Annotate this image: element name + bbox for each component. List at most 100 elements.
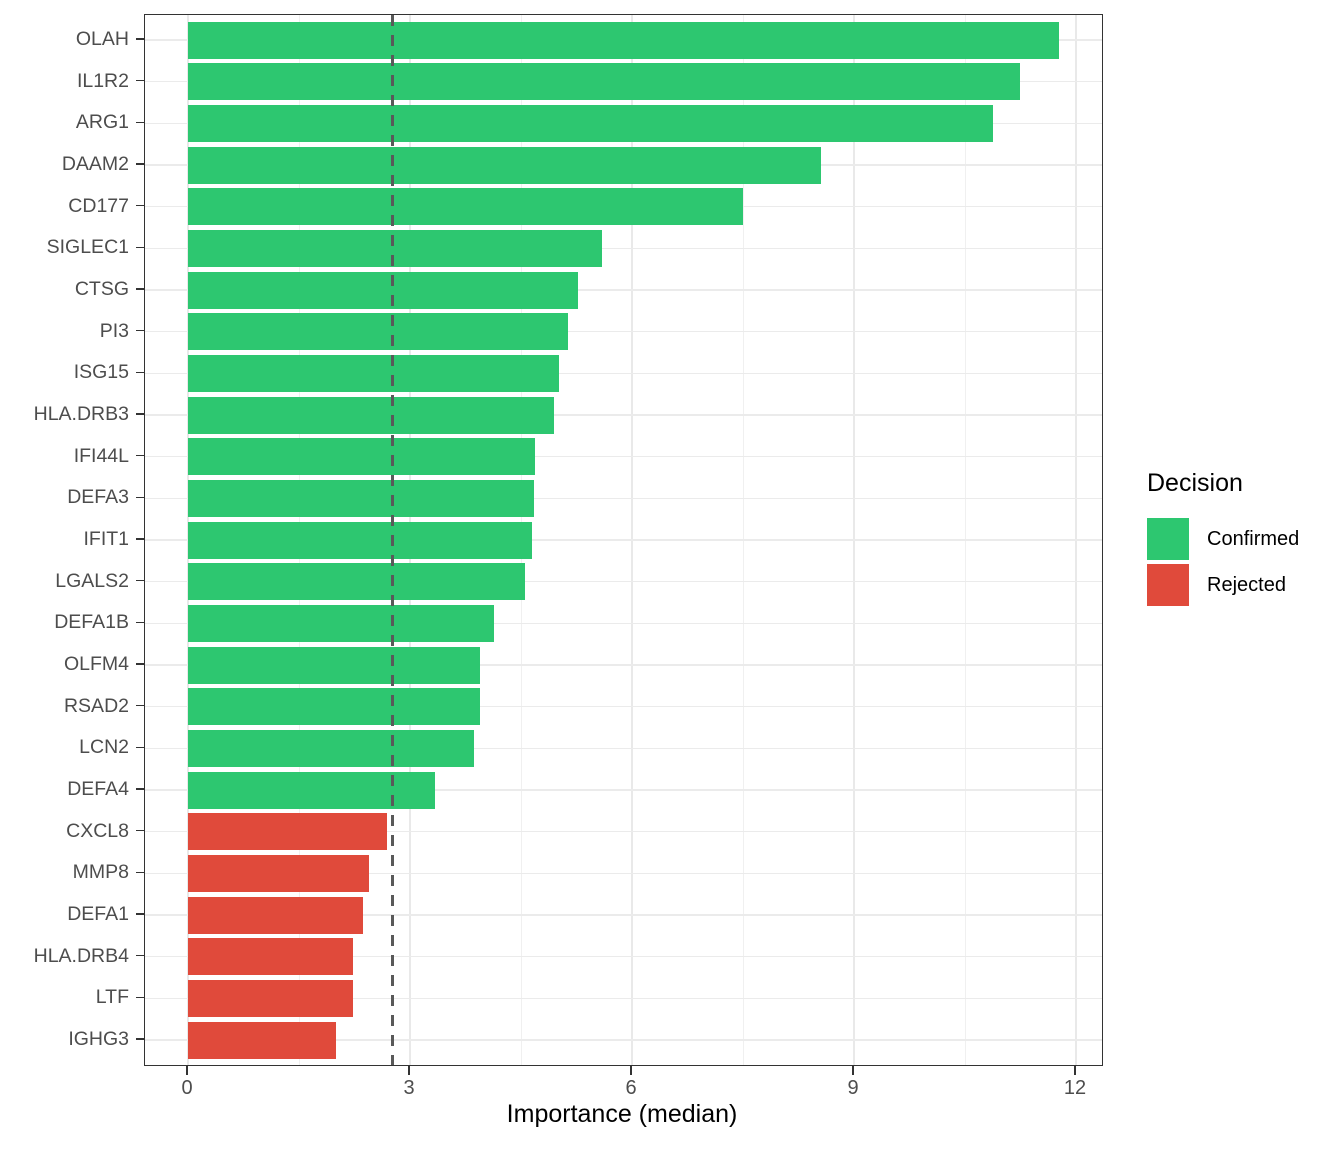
gridline-row bbox=[145, 705, 1102, 708]
gridline-row bbox=[145, 247, 1102, 250]
y-tick-mark bbox=[136, 788, 145, 790]
gridline-row bbox=[145, 1039, 1102, 1041]
x-tick-mark bbox=[852, 1065, 854, 1075]
y-tick-mark bbox=[136, 829, 145, 832]
y-axis-label-DEFA1B: DEFA1B bbox=[54, 611, 129, 634]
y-tick-mark bbox=[136, 1038, 145, 1040]
y-axis-label-RSAD2: RSAD2 bbox=[63, 694, 129, 717]
gridline-row bbox=[145, 622, 1102, 625]
y-axis-label-ARG1: ARG1 bbox=[75, 111, 129, 134]
gridline-row bbox=[145, 372, 1102, 375]
y-tick-mark bbox=[136, 246, 145, 249]
y-axis-label-IFIT1: IFIT1 bbox=[83, 528, 129, 550]
y-axis-label-DEFA1: DEFA1 bbox=[67, 903, 129, 925]
x-tick-mark bbox=[186, 1065, 188, 1075]
y-tick-mark bbox=[136, 913, 145, 915]
bar-HLA.DRB3 bbox=[188, 396, 555, 434]
legend-title: Decision bbox=[1147, 469, 1243, 497]
x-tick-mark bbox=[408, 1065, 410, 1075]
gridline-row bbox=[145, 789, 1102, 791]
y-tick-mark bbox=[136, 954, 145, 957]
y-axis-label-IFI44L: IFI44L bbox=[73, 444, 129, 467]
y-tick-mark bbox=[136, 871, 145, 874]
y-tick-mark bbox=[136, 454, 145, 457]
y-axis-label-HLA.DRB4: HLA.DRB4 bbox=[33, 944, 129, 967]
y-tick-mark bbox=[136, 579, 145, 582]
y-tick-mark bbox=[136, 996, 145, 999]
bar-IL1R2 bbox=[188, 63, 1020, 101]
gridline-row bbox=[145, 580, 1102, 583]
y-tick-mark bbox=[136, 121, 145, 124]
y-axis-label-IL1R2: IL1R2 bbox=[76, 69, 129, 92]
bar-IGHG3 bbox=[188, 1021, 336, 1059]
gridline-row bbox=[145, 539, 1102, 541]
bar-ISG15 bbox=[188, 354, 559, 392]
y-axis-label-LCN2: LCN2 bbox=[79, 736, 129, 759]
y-tick-mark bbox=[136, 38, 145, 40]
threshold-line bbox=[390, 15, 394, 1065]
bar-OLFM4 bbox=[188, 646, 481, 684]
y-axis-label-ISG15: ISG15 bbox=[73, 361, 129, 384]
x-axis-title: Importance (median) bbox=[506, 1100, 738, 1128]
legend-swatch-rejected-icon bbox=[1147, 564, 1189, 606]
x-tick-label: 12 bbox=[1063, 1077, 1087, 1099]
legend: Decision Confirmed Rejected bbox=[1147, 469, 1299, 610]
x-tick-mark bbox=[1074, 1065, 1076, 1075]
y-axis-label-HLA.DRB3: HLA.DRB3 bbox=[33, 403, 129, 425]
bar-LCN2 bbox=[188, 729, 474, 767]
bar-CD177 bbox=[188, 188, 743, 226]
x-tick-mark bbox=[630, 1065, 632, 1075]
gridline-row bbox=[145, 455, 1102, 458]
bar-DEFA1B bbox=[188, 604, 495, 642]
bar-DEFA3 bbox=[188, 479, 534, 517]
bar-DEFA4 bbox=[188, 771, 436, 809]
legend-label-confirmed: Confirmed bbox=[1207, 527, 1300, 550]
y-axis-label-PI3: PI3 bbox=[99, 319, 129, 342]
x-tick-label: 0 bbox=[181, 1077, 193, 1099]
gridline-row bbox=[145, 289, 1102, 291]
gridline-row bbox=[145, 830, 1102, 833]
legend-item-confirmed: Confirmed bbox=[1147, 518, 1299, 560]
legend-item-rejected: Rejected bbox=[1147, 564, 1299, 606]
y-axis-label-LTF: LTF bbox=[95, 986, 129, 1009]
y-tick-mark bbox=[136, 288, 145, 290]
gridline-row bbox=[145, 330, 1102, 333]
bar-HLA.DRB4 bbox=[188, 938, 354, 976]
y-tick-mark bbox=[136, 704, 145, 707]
y-axis-label-MMP8: MMP8 bbox=[72, 861, 129, 884]
bar-ARG1 bbox=[188, 104, 994, 142]
y-tick-mark bbox=[136, 204, 145, 207]
y-axis-label-OLFM4: OLFM4 bbox=[63, 653, 129, 675]
y-tick-mark bbox=[136, 663, 145, 665]
gridline-row bbox=[145, 955, 1102, 958]
y-tick-mark bbox=[136, 746, 145, 749]
bar-CTSG bbox=[188, 271, 578, 309]
gridline-row bbox=[145, 914, 1102, 916]
y-axis-label-IGHG3: IGHG3 bbox=[68, 1028, 129, 1050]
bar-MMP8 bbox=[188, 854, 369, 892]
legend-swatch-confirmed-icon bbox=[1147, 518, 1189, 560]
x-tick-label: 6 bbox=[625, 1077, 637, 1099]
y-axis-label-SIGLEC1: SIGLEC1 bbox=[46, 236, 129, 259]
y-axis-label-OLAH: OLAH bbox=[75, 28, 129, 50]
bar-LGALS2 bbox=[188, 563, 526, 601]
y-tick-mark bbox=[136, 621, 145, 624]
bar-SIGLEC1 bbox=[188, 229, 603, 267]
gridline-row bbox=[145, 872, 1102, 875]
bar-IFIT1 bbox=[188, 521, 533, 559]
plot-panel bbox=[144, 14, 1103, 1066]
bar-PI3 bbox=[188, 313, 569, 351]
gridline-row bbox=[145, 414, 1102, 416]
y-axis-label-CTSG: CTSG bbox=[74, 278, 129, 300]
y-axis-label-CXCL8: CXCL8 bbox=[66, 819, 129, 842]
y-tick-mark bbox=[136, 371, 145, 374]
bar-LTF bbox=[188, 979, 354, 1017]
gridline-row bbox=[145, 664, 1102, 666]
bar-DAAM2 bbox=[188, 146, 822, 184]
y-axis-label-LGALS2: LGALS2 bbox=[55, 569, 129, 592]
bar-OLAH bbox=[188, 21, 1059, 59]
y-axis-label-DEFA3: DEFA3 bbox=[67, 486, 129, 509]
y-tick-mark bbox=[136, 163, 145, 165]
bar-RSAD2 bbox=[188, 688, 480, 726]
